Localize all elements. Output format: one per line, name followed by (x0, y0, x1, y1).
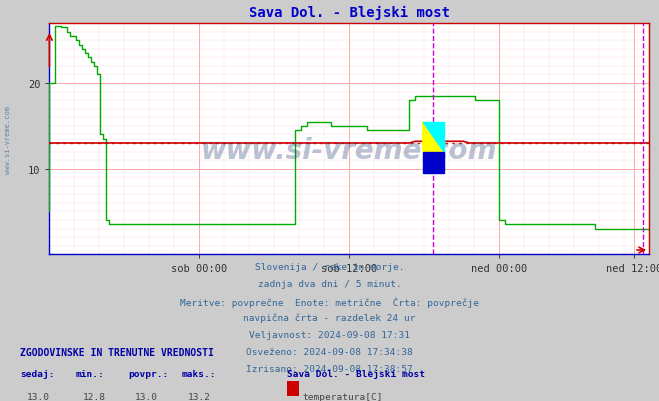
Text: ZGODOVINSKE IN TRENUTNE VREDNOSTI: ZGODOVINSKE IN TRENUTNE VREDNOSTI (20, 347, 214, 357)
Text: 13.0: 13.0 (135, 392, 158, 401)
Text: Sava Dol. - Blejski most: Sava Dol. - Blejski most (287, 369, 424, 378)
Text: 13.0: 13.0 (26, 392, 49, 401)
Text: maks.:: maks.: (181, 369, 215, 378)
Text: povpr.:: povpr.: (129, 369, 169, 378)
Text: Veljavnost: 2024-09-08 17:31: Veljavnost: 2024-09-08 17:31 (249, 330, 410, 339)
Text: www.si-vreme.com: www.si-vreme.com (201, 137, 498, 165)
Text: 13.2: 13.2 (188, 392, 211, 401)
Text: Osveženo: 2024-09-08 17:34:38: Osveženo: 2024-09-08 17:34:38 (246, 347, 413, 356)
Bar (422, 152, 444, 174)
Text: min.:: min.: (76, 369, 105, 378)
Text: navpična črta - razdelek 24 ur: navpična črta - razdelek 24 ur (243, 313, 416, 323)
Text: sedaj:: sedaj: (20, 369, 54, 378)
Text: Slovenija / reke in morje.: Slovenija / reke in morje. (255, 263, 404, 271)
Polygon shape (422, 122, 444, 152)
Text: www.si-vreme.com: www.si-vreme.com (5, 105, 11, 173)
Text: Izrisano: 2024-09-08 17:38:57: Izrisano: 2024-09-08 17:38:57 (246, 364, 413, 373)
Text: Meritve: povprečne  Enote: metrične  Črta: povprečje: Meritve: povprečne Enote: metrične Črta:… (180, 296, 479, 307)
Polygon shape (422, 122, 444, 152)
Text: zadnja dva dni / 5 minut.: zadnja dva dni / 5 minut. (258, 279, 401, 288)
Text: temperatura[C]: temperatura[C] (302, 392, 383, 401)
Title: Sava Dol. - Blejski most: Sava Dol. - Blejski most (248, 6, 450, 20)
Text: 12.8: 12.8 (82, 392, 105, 401)
